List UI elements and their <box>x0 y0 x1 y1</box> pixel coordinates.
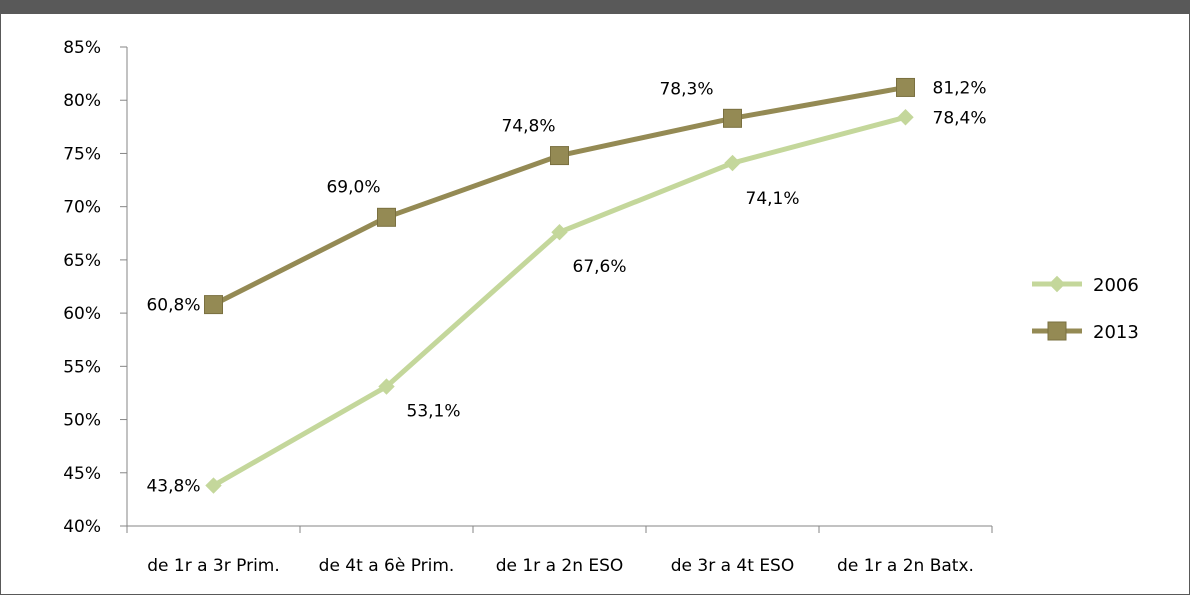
y-tick-label: 75% <box>63 144 101 164</box>
data-point-2013 <box>550 146 569 166</box>
x-tick-label: de 3r a 4t ESO <box>671 556 794 576</box>
data-point-2013 <box>204 295 223 315</box>
legend-label-2006: 2006 <box>1093 275 1139 296</box>
x-tick-label: de 4t a 6è Prim. <box>319 556 455 576</box>
data-label-2013: 78,3% <box>659 79 713 99</box>
y-tick-label: 50% <box>63 411 101 431</box>
y-tick-label: 80% <box>63 91 101 111</box>
data-label-2006: 78,4% <box>933 108 987 128</box>
x-tick-label: de 1r a 3r Prim. <box>147 556 280 576</box>
series-layer <box>204 77 915 494</box>
x-tick-label: de 1r a 2n Batx. <box>837 556 974 576</box>
chart-legend: 2006 2013 <box>1032 275 1139 343</box>
data-point-2013 <box>377 207 396 227</box>
data-point-2006 <box>551 224 568 241</box>
x-tick-label: de 1r a 2n ESO <box>496 556 624 576</box>
data-label-2006: 74,1% <box>746 189 800 209</box>
legend-label-2013: 2013 <box>1093 322 1139 343</box>
data-label-2006: 53,1% <box>407 402 461 422</box>
top-bar <box>0 0 1190 14</box>
data-label-2006: 43,8% <box>146 477 200 497</box>
data-label-2006: 67,6% <box>573 257 627 277</box>
data-point-2006 <box>897 109 914 126</box>
data-label-2013: 81,2% <box>933 78 987 98</box>
data-labels-layer: 43,8% 53,1% 67,6% 74,1% 78,4% 60,8% 69,0% 74,8%… <box>146 78 986 496</box>
data-point-2006 <box>205 477 222 494</box>
y-tick-label: 65% <box>63 251 101 271</box>
chart-axes: 40% 45% 50% 55% 60% 65% 70% 75% 80% 85% de 1r a 3r… <box>63 38 993 576</box>
data-point-2006 <box>724 154 741 172</box>
data-point-2013 <box>896 77 915 97</box>
y-tick-label: 70% <box>63 198 101 218</box>
y-tick-label: 45% <box>63 464 101 484</box>
y-tick-label: 55% <box>63 357 101 377</box>
legend-marker-2013 <box>1047 321 1067 341</box>
data-label-2013: 74,8% <box>501 117 555 137</box>
series-line-2013 <box>212 84 906 307</box>
data-point-2006 <box>378 378 395 395</box>
legend-marker-2006 <box>1048 275 1066 293</box>
data-point-2013 <box>723 108 742 128</box>
data-label-2013: 69,0% <box>326 177 380 197</box>
data-label-2013: 60,8% <box>146 296 200 316</box>
series-line-2006 <box>212 114 907 488</box>
y-tick-label: 40% <box>63 517 101 537</box>
y-tick-label: 85% <box>63 38 101 58</box>
y-tick-label: 60% <box>63 304 101 324</box>
